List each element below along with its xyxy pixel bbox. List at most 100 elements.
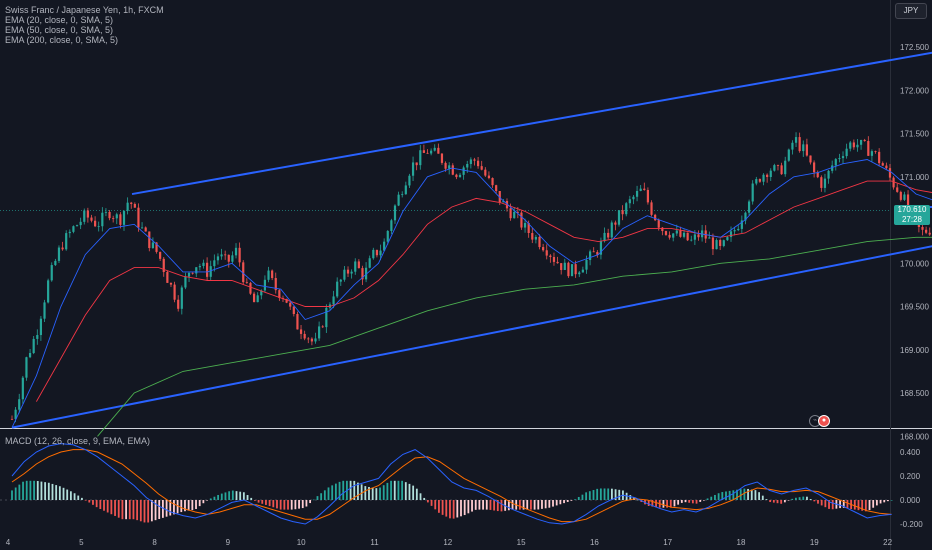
candle-body	[234, 247, 238, 256]
candle-body	[422, 150, 425, 153]
macd-histogram-bar	[828, 500, 830, 509]
macd-histogram-bar	[754, 490, 757, 500]
macd-histogram-bar	[301, 500, 304, 509]
macd-legend[interactable]: MACD (12, 26, close, 9, EMA, EMA)	[5, 436, 151, 446]
ema20-legend[interactable]: EMA (20, close, 0, SMA, 5)	[5, 15, 114, 25]
macd-histogram-bar	[864, 500, 867, 512]
macd-histogram-bar	[507, 500, 510, 511]
candle-body	[798, 137, 801, 152]
ema50-legend[interactable]: EMA (50, close, 0, SMA, 5)	[5, 25, 114, 35]
candle-body	[238, 247, 241, 263]
candle-body	[112, 218, 115, 219]
macd-histogram-bar	[99, 500, 102, 510]
macd-histogram-bar	[680, 500, 683, 503]
currency-button[interactable]: JPY	[895, 3, 927, 19]
price-tick-label: 170.000	[900, 259, 929, 268]
symbol-title[interactable]: Swiss Franc / Japanese Yen, 1h, FXCM	[5, 5, 164, 15]
candle-body	[776, 165, 780, 166]
candle-body	[68, 231, 71, 234]
candle-body	[361, 268, 364, 280]
candle-body	[621, 210, 624, 215]
candle-body	[372, 249, 375, 259]
macd-histogram-bar	[761, 495, 764, 500]
macd-histogram-bar	[125, 500, 127, 520]
price-tick-label: 169.500	[900, 303, 929, 312]
candle-body	[513, 211, 516, 219]
candle-body	[249, 282, 252, 294]
macd-histogram-bar	[69, 491, 72, 500]
macd-histogram-bar	[655, 500, 657, 508]
macd-histogram-bar	[511, 500, 514, 510]
candle-body	[831, 165, 834, 171]
macd-histogram-bar	[607, 488, 610, 500]
candle-body	[368, 258, 371, 268]
candle-body	[440, 153, 444, 163]
candle-body	[122, 210, 126, 225]
macd-histogram-bar	[84, 500, 87, 501]
price-tick-label: 171.000	[900, 173, 929, 182]
macd-histogram-bar	[88, 500, 91, 503]
time-tick-label: 18	[737, 538, 746, 547]
candle-body	[455, 174, 458, 178]
macd-histogram-bar	[853, 500, 856, 510]
macd-histogram-bar	[29, 480, 32, 500]
macd-histogram-bar	[312, 499, 315, 501]
macd-histogram-bar	[673, 500, 676, 507]
macd-histogram-bar	[548, 500, 551, 508]
candle-body	[686, 232, 689, 241]
candle-body	[682, 232, 686, 237]
candle-body	[57, 247, 61, 261]
candle-body	[574, 264, 577, 275]
candle-body	[668, 234, 671, 238]
macd-histogram-bar	[40, 481, 43, 500]
macd-histogram-bar	[268, 500, 271, 507]
candle-body	[54, 260, 57, 266]
ema200-legend[interactable]: EMA (200, close, 0, SMA, 5)	[5, 35, 119, 45]
last-price: 170.610	[897, 205, 927, 214]
macd-tick-label: 0.400	[900, 448, 921, 457]
macd-histogram-bar	[566, 500, 569, 502]
candle-body	[198, 266, 201, 268]
candle-body	[823, 178, 827, 188]
event-icon[interactable]: ●	[818, 415, 830, 427]
macd-histogram-bar	[393, 480, 396, 500]
candle-body	[346, 269, 350, 274]
candle-body	[39, 318, 43, 336]
macd-histogram-bar	[246, 495, 249, 500]
macd-histogram-bar	[736, 489, 738, 500]
candle-body	[614, 222, 617, 225]
macd-histogram-bar	[559, 500, 562, 505]
candle-body	[628, 199, 631, 204]
candle-body	[419, 150, 422, 166]
macd-histogram-bar	[132, 500, 135, 520]
macd-histogram-bar	[890, 500, 893, 501]
macd-histogram-bar	[500, 500, 503, 512]
candle-body	[560, 263, 563, 270]
candle-body	[307, 338, 310, 340]
candle-body	[563, 262, 566, 270]
candle-body	[187, 272, 191, 277]
macd-histogram-bar	[537, 500, 540, 510]
candle-body	[292, 306, 295, 315]
time-tick-label: 22	[883, 538, 892, 547]
macd-histogram-bar	[872, 500, 875, 508]
candle-body	[339, 279, 342, 282]
candle-body	[859, 139, 863, 145]
macd-histogram-bar	[434, 500, 437, 510]
candle-body	[773, 165, 776, 171]
macd-histogram-bar	[161, 500, 164, 518]
candle-body	[711, 237, 715, 250]
macd-histogram-bar	[110, 500, 113, 515]
candle-body	[545, 250, 548, 256]
candle-body	[899, 191, 902, 200]
macd-histogram-bar	[809, 499, 812, 500]
macd-histogram-bar	[706, 498, 709, 500]
macd-histogram-bar	[202, 500, 205, 504]
candle-body	[892, 177, 895, 188]
candle-body	[473, 159, 476, 161]
candle-body	[527, 222, 530, 234]
macd-histogram-bar	[195, 500, 197, 509]
candle-body	[596, 252, 599, 255]
candle-body	[787, 149, 790, 161]
